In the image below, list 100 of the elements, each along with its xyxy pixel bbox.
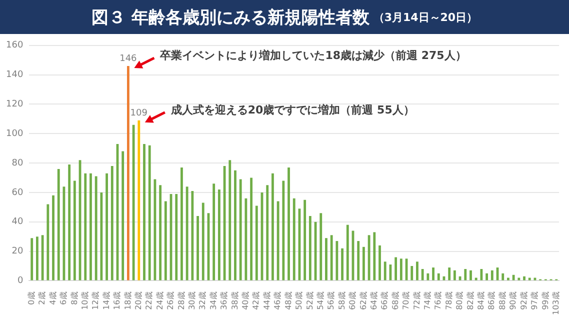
bar [68,164,71,280]
bar [512,274,515,280]
bar [106,173,108,280]
x-tick-label: 26歳 [166,292,176,310]
bar [175,194,178,280]
x-tick-label: 34歳 [208,292,218,310]
bar [276,201,280,280]
bar [308,216,312,280]
x-tick-label: 88歳 [498,292,507,310]
bar [410,266,414,280]
bar [373,232,376,280]
bar [470,270,472,280]
bar [336,241,338,280]
bar [202,202,204,280]
x-tick-label: 66歳 [380,292,390,310]
x-tick-label: 40歳 [241,292,250,310]
bar [502,273,504,280]
bar [480,268,483,280]
x-tick-label: 32歳 [198,292,208,310]
x-tick-label: 28歳 [176,292,186,310]
bar [196,216,199,280]
x-tick-label: 2歳 [38,292,47,305]
bar [41,235,44,280]
bar [159,185,162,280]
x-tick-label: 80歳 [455,292,464,310]
bar [282,180,285,280]
x-tick-label: 6歳 [59,292,68,305]
chart-subtitle: （3月14日～20日） [373,10,478,24]
bar [186,186,188,280]
bar [218,190,220,280]
x-tick-label: 74歳 [423,292,432,310]
bar [432,267,434,280]
bar [228,160,232,280]
bar [164,201,167,280]
x-tick-label: 44歳 [262,292,272,310]
y-tick-label: 0 [17,276,24,286]
data-label: 146 [120,54,138,64]
bar [212,184,216,280]
bar [143,144,146,280]
bar [110,166,114,280]
bar [416,262,418,280]
x-tick-label: 10歳 [80,292,90,310]
x-tick-label: 42歳 [252,292,261,310]
bar [378,245,381,280]
y-tick-label: 120 [6,100,24,110]
x-tick-label: 24歳 [155,292,164,310]
x-tick-label: 8歳 [70,292,79,305]
bar [346,224,349,280]
data-label: 109 [130,108,148,118]
bar [421,268,424,280]
x-tick-label: 60歳 [348,292,358,310]
x-tick-label: 70歳 [402,292,411,310]
bar [239,179,242,280]
bar [132,124,135,280]
x-tick-label: 38歳 [230,292,240,310]
bar [341,248,344,280]
x-tick-label: 52歳 [305,292,314,310]
x-tick-label: 46歳 [273,292,282,310]
x-tick-label: 48歳 [284,292,293,310]
bar [437,273,440,280]
annotation: 成人式を迎える20歳ですでに増加（前週 55人） [170,103,414,116]
x-tick-label: 76歳 [434,292,443,310]
bar [288,167,290,280]
x-tick-label: 90歳 [508,292,518,310]
x-tick-label: 86歳 [487,292,496,310]
bar [52,195,54,280]
bar [362,246,365,280]
y-tick-label: 160 [6,40,24,51]
bar [57,168,60,280]
y-tick-label: 100 [6,128,24,139]
x-tick-label: 50歳 [294,292,304,310]
x-tick-label: 0歳 [26,292,36,305]
bar [320,213,322,280]
bar [272,173,274,280]
bar [191,191,194,280]
y-tick-label: 140 [6,70,24,80]
x-tick-label: 84歳 [476,292,486,310]
bar [330,235,333,280]
x-tick-label: 68歳 [390,292,400,310]
bar [523,276,526,280]
bar [126,66,130,280]
y-tick-label: 40 [12,217,24,228]
annotation: 卒業イベントにより増加していた18歳は減少（前週 275人） [159,48,466,62]
bar [84,173,87,280]
x-tick-label: 54歳 [316,292,325,310]
bar [148,145,151,280]
x-tick-label: 16歳 [112,292,122,310]
x-tick-label: 22歳 [144,292,154,310]
x-tick-label: 56歳 [326,292,336,310]
x-tick-label: 103歳 [551,292,560,316]
x-tick-label: 36歳 [220,292,229,310]
bar [426,273,430,280]
x-tick-label: 12歳 [91,292,100,310]
x-tick-label: 64歳 [369,292,378,310]
x-tick-label: 92歳 [519,292,528,310]
x-tick-label: 20歳 [134,292,143,310]
y-tick-label: 80 [12,158,24,168]
bar [304,200,306,280]
x-tick-label: 18歳 [123,292,132,310]
bar [73,180,76,280]
